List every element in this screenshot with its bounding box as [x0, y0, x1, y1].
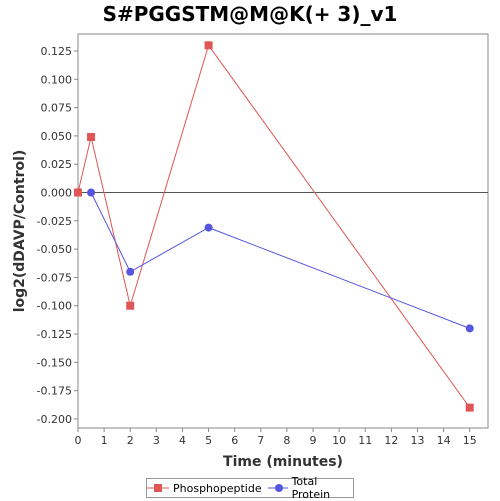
- y-tick-label: 0.050: [41, 130, 73, 143]
- chart-title: S#PGGSTM@M@K(+ 3)_v1: [102, 2, 398, 26]
- x-tick-label: 9: [310, 434, 317, 447]
- legend-label: Phosphopeptide: [173, 481, 262, 495]
- x-tick-label: 2: [127, 434, 134, 447]
- y-tick-label: 0.000: [41, 187, 73, 200]
- plot-area: [77, 33, 489, 429]
- x-tick-label: 7: [257, 434, 264, 447]
- x-tick-label: 12: [384, 434, 398, 447]
- square-marker-icon: [147, 484, 169, 492]
- y-tick-label: -0.100: [37, 300, 72, 313]
- y-axis-title: log2(dDAVP/Control): [12, 150, 28, 313]
- series-line-1: [90, 192, 470, 329]
- y-tick-label: 0.125: [41, 45, 73, 58]
- x-tick-label: 14: [437, 434, 451, 447]
- data-point: [126, 301, 135, 310]
- x-tick-label: 15: [463, 434, 477, 447]
- x-tick-label: 11: [358, 434, 372, 447]
- circle-marker-icon: [267, 484, 288, 492]
- y-tick-label: 0.075: [41, 102, 73, 115]
- data-point: [74, 188, 82, 197]
- y-tick-label: -0.025: [37, 215, 72, 228]
- legend: Phosphopeptide Total Protein: [146, 475, 354, 501]
- y-tick-label: -0.125: [37, 328, 72, 341]
- legend-item-phosphopeptide: Phosphopeptide: [147, 482, 262, 495]
- y-tick-label: 0.025: [41, 158, 73, 171]
- y-tick-label: -0.075: [37, 271, 72, 284]
- y-tick-label: -0.150: [37, 356, 72, 369]
- legend-label: Total Protein: [291, 475, 331, 501]
- x-tick-label: 4: [179, 434, 186, 447]
- y-tick-label: 0.100: [41, 73, 73, 86]
- x-tick-label: 1: [101, 434, 108, 447]
- x-tick-label: 0: [75, 434, 82, 447]
- data-point: [465, 403, 474, 412]
- data-point: [204, 223, 213, 232]
- x-tick-label: 6: [231, 434, 238, 447]
- y-tick-label: -0.200: [37, 413, 72, 426]
- y-tick-label: -0.175: [37, 385, 72, 398]
- data-point: [87, 188, 96, 197]
- x-tick-label: 13: [410, 434, 424, 447]
- data-point: [126, 267, 135, 276]
- data-point: [465, 324, 474, 333]
- legend-item-total-protein: Total Protein: [267, 475, 353, 501]
- x-tick-label: 10: [332, 434, 346, 447]
- x-tick-label: 5: [205, 434, 212, 447]
- data-point: [87, 133, 96, 142]
- x-tick-label: 3: [153, 434, 160, 447]
- data-point: [204, 41, 213, 50]
- x-tick-label: 8: [283, 434, 290, 447]
- y-tick-label: -0.050: [37, 243, 72, 256]
- x-axis-title: Time (minutes): [223, 454, 343, 470]
